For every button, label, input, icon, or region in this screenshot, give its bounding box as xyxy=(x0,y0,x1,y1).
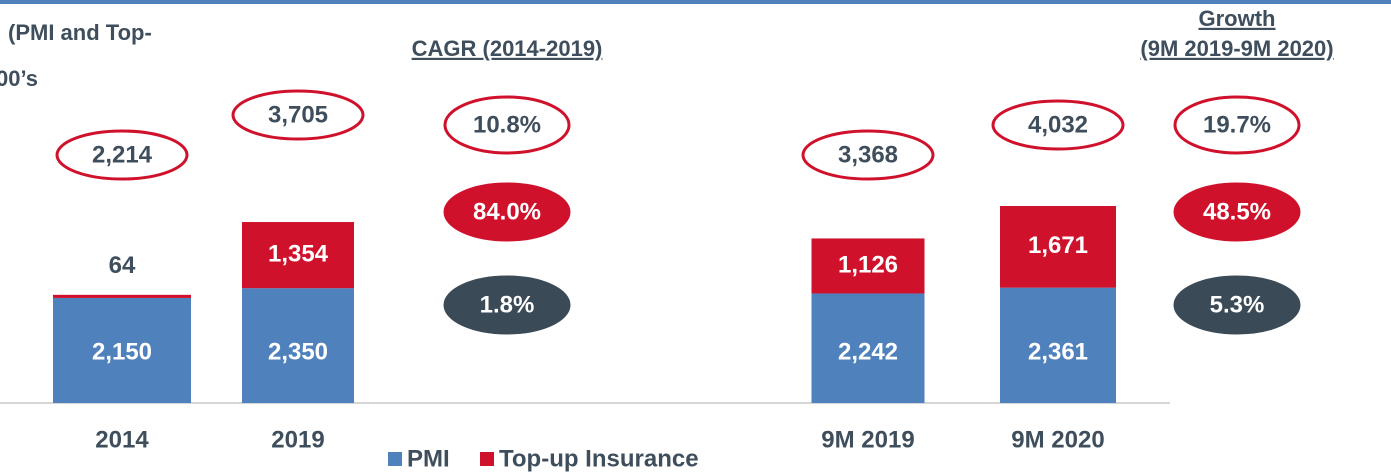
growth-title: Growth xyxy=(1199,6,1276,31)
data-label: 2,350 xyxy=(268,338,328,365)
data-label: 2,242 xyxy=(838,338,898,365)
growth-ellipse xyxy=(443,95,571,155)
total-label: 4,032 xyxy=(1028,111,1088,138)
total-ellipse xyxy=(801,129,935,181)
growth-ellipse xyxy=(1173,95,1301,155)
chart-title: (PMI and Top- xyxy=(8,20,152,45)
x-tick-label: 9M 2020 xyxy=(1011,426,1104,453)
x-tick-label: 2014 xyxy=(95,426,149,453)
growth-label: 10.8% xyxy=(473,111,541,138)
bar-segment xyxy=(811,238,925,294)
legend-label: Top-up Insurance xyxy=(499,445,699,472)
growth-ellipse xyxy=(443,275,571,335)
growth-label: 48.5% xyxy=(1203,198,1271,225)
growth-label: 19.7% xyxy=(1203,111,1271,138)
growth-title: (9M 2019-9M 2020) xyxy=(1140,36,1333,61)
legend-swatch xyxy=(388,452,402,466)
data-label: 1,671 xyxy=(1028,232,1088,259)
total-ellipse xyxy=(991,99,1125,151)
data-label: 2,361 xyxy=(1028,338,1088,365)
bar-segment xyxy=(242,288,354,403)
growth-title: CAGR (2014-2019) xyxy=(412,36,603,61)
data-label: 2,150 xyxy=(92,338,152,365)
bar-segment xyxy=(1000,206,1116,288)
total-ellipse xyxy=(55,129,189,181)
bar-segment xyxy=(811,293,925,403)
bar-segment xyxy=(1000,287,1116,403)
total-ellipse xyxy=(231,89,365,141)
top-border xyxy=(0,0,1391,4)
growth-ellipse xyxy=(1173,275,1301,335)
legend-swatch xyxy=(480,452,494,466)
data-label: 64 xyxy=(109,252,136,279)
growth-ellipse xyxy=(1173,182,1301,242)
x-tick-label: 2019 xyxy=(271,426,324,453)
total-label: 3,705 xyxy=(268,101,328,128)
total-label: 3,368 xyxy=(838,141,898,168)
data-label: 1,126 xyxy=(838,251,898,278)
growth-label: 5.3% xyxy=(1210,291,1265,318)
growth-label: 1.8% xyxy=(480,291,535,318)
growth-ellipse xyxy=(443,182,571,242)
total-label: 2,214 xyxy=(92,141,153,168)
data-label: 1,354 xyxy=(268,240,329,267)
bar-segment xyxy=(53,297,191,403)
chart-title: 00’s xyxy=(0,66,38,91)
bar-segment xyxy=(242,222,354,289)
growth-label: 84.0% xyxy=(473,198,541,225)
legend-label: PMI xyxy=(407,445,450,472)
x-tick-label: 9M 2019 xyxy=(821,426,914,453)
bar-segment xyxy=(53,294,191,298)
